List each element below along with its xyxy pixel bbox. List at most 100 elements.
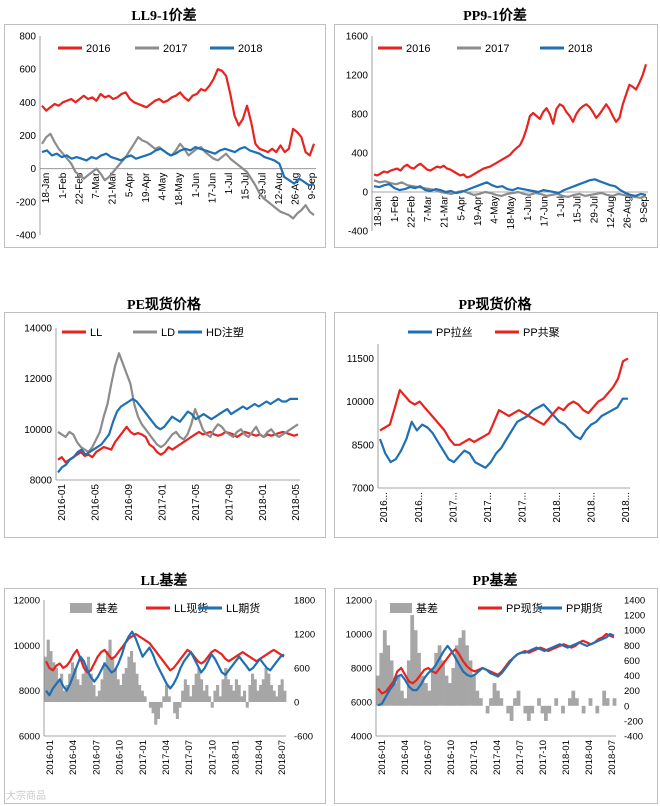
chart-title: PP现货价格 [458,298,532,313]
y2-tick-label: 1000 [624,626,645,637]
x-tick-label: 26-Aug [623,196,634,228]
x-tick-label: 2016-01 [377,740,388,775]
basis-bar [156,702,160,719]
basis-bar [275,696,279,702]
y-tick-label: 7000 [352,484,375,495]
x-tick-label: 2017... [517,492,528,523]
basis-bar [264,668,268,702]
basis-bar [499,698,504,706]
x-tick-label: 2018-07 [277,740,288,775]
legend-label: LL [90,327,102,339]
basis-bar [379,652,384,706]
x-tick-label: 18-Jan [373,196,384,227]
x-tick-label: 2017-07 [515,740,526,775]
y-tick-label: 1600 [346,32,369,43]
basis-bar [272,690,276,702]
basis-bar [154,702,158,725]
x-tick-label: 17-Jun [539,196,550,227]
basis-bar [243,690,247,702]
x-tick-label: 2017-04 [492,740,503,775]
basis-bar [523,705,528,714]
basis-bar [237,685,241,702]
chart-panel-pp91: PP9-1价差 -400 0 400 800 1200 1600 18-Jan 1-Feb 22… [330,0,660,250]
y2-tick-label: 800 [624,641,640,652]
basis-bar [253,679,257,702]
x-tick-label: 2016... [379,492,390,523]
x-tick-label: 1-Jul [224,173,235,195]
x-tick-label: 2017-01 [157,484,168,521]
basis-bar [65,685,69,702]
basis-bar [602,690,607,706]
x-tick-label: 2017-05 [191,484,202,521]
basis-bar [537,698,541,706]
basis-bar [124,668,128,702]
y-tick-label: 400 [351,149,368,160]
x-tick-label: 15-Jul [573,196,584,223]
basis-bar [403,698,408,706]
basis-bar [468,660,473,706]
x-tick-label: 2018-04 [254,740,265,775]
x-tick-label: 1-Feb [390,196,401,223]
x-tick-label: 2017-10 [538,740,549,775]
x-tick-label: 2017... [448,492,459,523]
y2-tick-label: -200 [624,716,643,727]
legend-label: 2017 [485,43,509,55]
series-line-HD注塑 [57,397,298,474]
basis-bar [434,652,439,706]
y-tick-label: 12000 [346,596,372,607]
x-tick-label: 2018-07 [607,740,618,775]
x-tick-label: 2016-10 [446,740,457,775]
basis-bar [103,662,107,702]
series-line-PP期货 [377,632,615,707]
basis-bar [475,690,480,706]
basis-bar [200,679,204,702]
chart-title: PE现货价格 [127,298,201,313]
basis-bar [400,690,404,706]
legend-label: 2016 [86,43,110,55]
basis-bar [424,683,428,706]
basis-bar [213,690,217,702]
basis-bar [46,639,50,702]
basis-bar [588,698,593,706]
basis-bar [430,668,435,706]
basis-bar [571,690,576,706]
pp-chart-svg: 7000 8500 10000 11500 2016... 2016... 2017... 2… [346,325,632,523]
basis-bar [410,615,415,706]
basis-bar [208,696,212,702]
y-tick-label: 0 [362,188,368,199]
series-line-PP共聚 [379,357,629,446]
legend-swatch [70,603,92,613]
y2-tick-label: 600 [624,656,640,667]
basis-bar [151,702,155,714]
x-tick-label: 29-Jul [257,173,268,200]
x-tick-label: 2017... [483,492,494,523]
basis-bar [489,698,493,706]
x-tick-label: 17-Jun [207,173,218,204]
basis-bar [509,705,514,721]
legend-label: 2016 [406,43,430,55]
legend-label: LL现货 [174,601,208,615]
x-tick-label: 2018-01 [561,740,572,775]
y-tick-label: -200 [16,197,36,208]
basis-bar [127,656,131,702]
legend-swatch [390,603,412,613]
x-tick-label: 19-Apr [473,195,484,226]
basis-bar [413,630,418,706]
basis-bar [444,675,449,706]
x-tick-label: 2018-05 [291,484,302,521]
basis-bar [478,698,483,706]
basis-bar [420,675,425,706]
basis-bar [175,702,179,719]
basis-bar [210,702,214,708]
basis-bar [68,673,72,702]
x-tick-label: 18-May [174,173,185,206]
basis-bar [256,690,260,702]
basis-bar [376,675,380,706]
basis-bar [89,673,93,702]
legend-label: PP共聚 [523,326,560,339]
y2-tick-label: -400 [624,732,643,743]
y-tick-label: 6000 [19,732,40,743]
series-line-LL期货 [45,630,285,697]
basis-bar [140,690,144,702]
basis-bar [448,683,452,706]
